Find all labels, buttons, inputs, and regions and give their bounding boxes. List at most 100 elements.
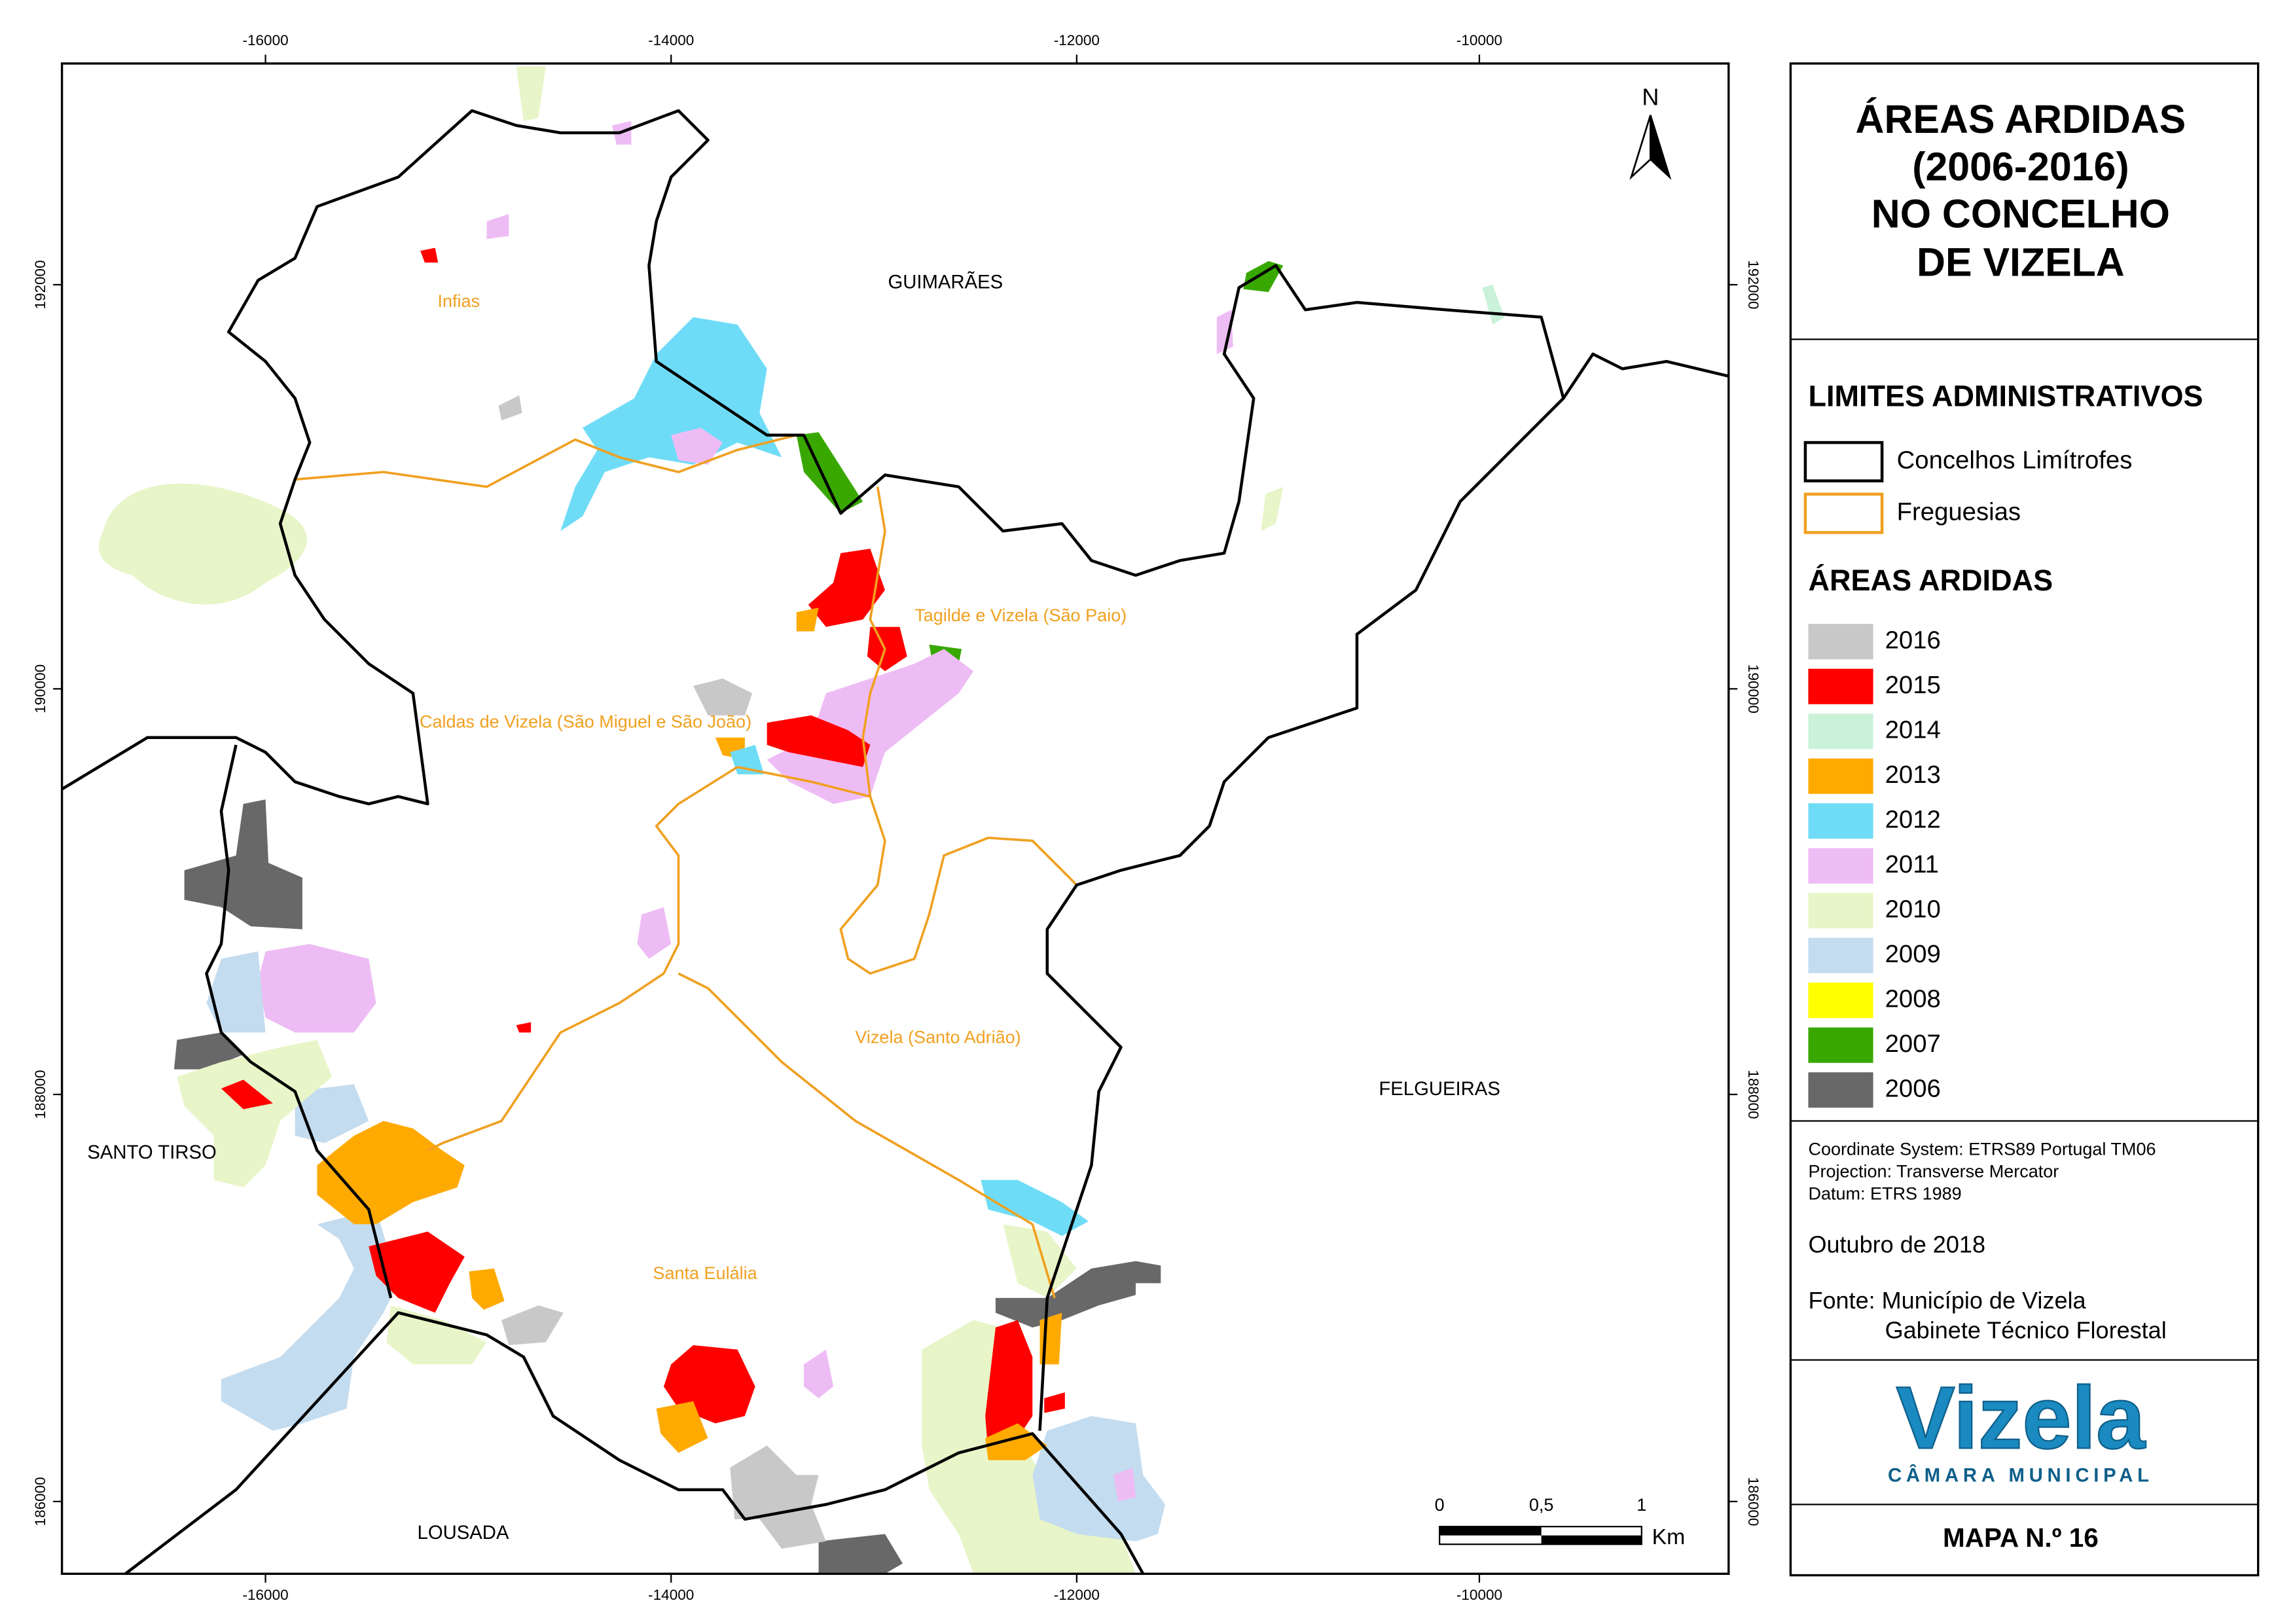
metadata: Datum: ETRS 1989	[1808, 1183, 1961, 1203]
legend-label: 2011	[1885, 850, 1939, 878]
scale-bar-segment	[1541, 1535, 1642, 1545]
metadata: Coordinate System: ETRS89 Portugal TM06	[1808, 1140, 2156, 1159]
north-label: N	[1642, 84, 1659, 111]
burned-area	[221, 1079, 273, 1110]
burned-area	[796, 607, 819, 632]
burned-area	[995, 1261, 1161, 1327]
municipality-label: FELGUEIRAS	[1379, 1078, 1500, 1100]
source: Fonte: Município de Vizela	[1808, 1287, 2086, 1314]
y-grid-label: 190000	[1745, 664, 1762, 713]
parish-label: Caldas de Vizela (São Miguel e São João)	[420, 712, 751, 731]
legend-items: Concelhos Limítrofes Freguesias 2016 2015 20…	[1803, 441, 2132, 1108]
legend-swatch	[1803, 441, 1884, 482]
burned-area	[818, 1534, 903, 1574]
parish-label: Vizela (Santo Adrião)	[855, 1028, 1021, 1047]
x-grid-label: -14000	[648, 1587, 694, 1603]
y-grid-label: 192000	[32, 260, 48, 309]
scale-unit: Km	[1652, 1525, 1686, 1549]
legend-label: 2006	[1885, 1074, 1941, 1102]
parish-boundary	[678, 972, 1056, 1299]
scale-bar-segment	[1439, 1526, 1542, 1536]
map-title: ÁREAS ARDIDAS	[1856, 97, 2186, 141]
burned-area	[637, 907, 672, 959]
scale-bar: 0 0,5 1 Km	[1435, 1495, 1686, 1549]
burned-area	[177, 1039, 332, 1187]
burned-area	[1032, 1416, 1166, 1542]
parish-label: Santa Eulália	[653, 1263, 757, 1283]
metadata: Projection: Transverse Mercator	[1808, 1162, 2059, 1182]
parish-label: Infias	[437, 291, 480, 311]
burned-area	[516, 1022, 532, 1033]
burned-area	[1044, 1392, 1065, 1413]
burned-area	[501, 1305, 564, 1346]
burned-area	[985, 1320, 1033, 1453]
burned-area	[184, 799, 302, 929]
burned-area	[258, 944, 376, 1033]
x-grid-label: -16000	[243, 1587, 289, 1603]
legend-swatch	[1808, 848, 1873, 884]
burned-area	[730, 1445, 826, 1549]
burned-area	[206, 951, 266, 1033]
burned-area	[369, 1231, 465, 1313]
y-grid-label: 188000	[1745, 1070, 1762, 1119]
y-grid-label: 192000	[1745, 260, 1762, 309]
burned-area	[1261, 486, 1284, 532]
burned-area	[1243, 261, 1284, 293]
burned-area	[560, 317, 782, 532]
source: Gabinete Técnico Florestal	[1885, 1316, 2167, 1343]
burned-area	[804, 1349, 834, 1399]
legend-swatch	[1808, 624, 1873, 660]
legend-label: 2008	[1885, 984, 1941, 1013]
burned-area	[981, 1180, 1089, 1236]
x-grid-label: -16000	[243, 32, 289, 48]
map-frame	[60, 62, 1730, 1575]
legend-label: Freguesias	[1897, 497, 2021, 526]
burned-areas	[98, 66, 1505, 1574]
scale-label: 1	[1636, 1495, 1646, 1515]
burned-area	[1113, 1468, 1136, 1502]
burned-area	[486, 213, 509, 240]
municipal-boundary	[205, 744, 393, 1299]
legend-swatch	[1808, 1027, 1873, 1063]
x-grid-label: -12000	[1054, 32, 1100, 48]
scale-label: 0	[1435, 1495, 1445, 1515]
legend-swatch	[1808, 713, 1873, 749]
scale-label: 0,5	[1529, 1495, 1554, 1515]
x-grid-label: -12000	[1054, 1587, 1100, 1603]
burned-area	[1216, 310, 1233, 354]
legend-panel: ÁREAS ARDIDAS (2006-2016) NO CONCELHO DE…	[1789, 62, 2260, 1577]
burned-area	[98, 483, 307, 605]
map-title: (2006-2016)	[1912, 144, 2129, 189]
x-grid-label: -10000	[1456, 1587, 1502, 1603]
x-grid-label: -14000	[648, 32, 694, 48]
legend-swatch	[1808, 758, 1873, 794]
legend-label: 2007	[1885, 1030, 1941, 1058]
burned-area	[386, 1305, 487, 1365]
legend-swatch	[1803, 492, 1884, 534]
legend-label: 2013	[1885, 761, 1941, 789]
burned-area	[295, 1084, 369, 1144]
burned-area	[767, 715, 871, 767]
municipality-label: LOUSADA	[418, 1522, 509, 1543]
map-title: NO CONCELHO	[1871, 191, 2170, 236]
parish-boundary	[427, 765, 871, 1152]
burned-area	[867, 626, 907, 672]
legend-swatch	[1808, 1072, 1873, 1108]
municipality-label: GUIMARÃES	[888, 270, 1003, 293]
y-grid-label: 186000	[1745, 1477, 1762, 1526]
burned-area	[221, 1209, 399, 1431]
burned-area	[767, 649, 974, 804]
burned-area	[985, 1423, 1047, 1460]
legend-swatch	[1808, 983, 1873, 1019]
legend-swatch	[1808, 937, 1873, 973]
y-grid-label: 190000	[32, 664, 48, 713]
legend-label: 2016	[1885, 626, 1941, 654]
municipal-boundary	[1038, 397, 1564, 1431]
burned-area	[693, 678, 753, 715]
legend-heading: ÁREAS ARDIDAS	[1808, 564, 2053, 597]
boundaries	[61, 109, 1729, 1576]
north-arrow	[1649, 115, 1672, 180]
parish-boundary	[839, 486, 1078, 975]
